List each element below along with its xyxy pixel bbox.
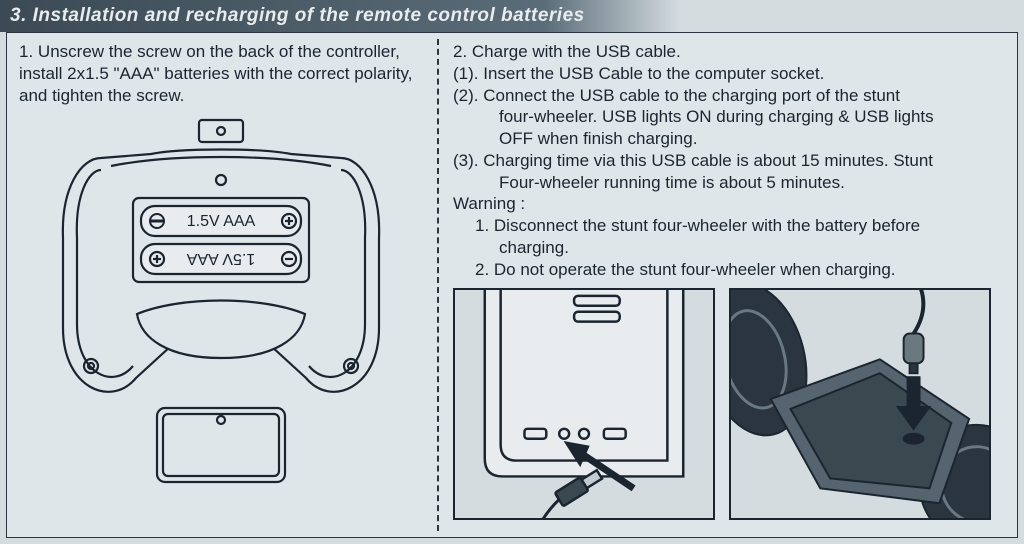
content-frame: 1. Unscrew the screw on the back of the … bbox=[6, 32, 1018, 538]
substep-2c: OFF when finish charging. bbox=[453, 128, 1007, 150]
battery-bottom-label: 1.5V AAA bbox=[186, 250, 255, 267]
warn-2: 2. Do not operate the stunt four-wheeler… bbox=[453, 259, 1007, 281]
controller-diagram: 1.5V AAA 1.5V AAA bbox=[41, 118, 401, 498]
car-diagram-box bbox=[729, 288, 991, 520]
step2-line: 2. Charge with the USB cable. bbox=[453, 41, 1007, 63]
step1-body: Unscrew the screw on the back of the con… bbox=[19, 42, 412, 105]
battery-top-label: 1.5V AAA bbox=[187, 213, 256, 230]
substep-3a: (3). Charging time via this USB cable is… bbox=[453, 150, 1007, 172]
substep-3b: Four-wheeler running time is about 5 min… bbox=[453, 172, 1007, 194]
warning-heading: Warning : bbox=[453, 193, 1007, 215]
diagram-row bbox=[453, 288, 1007, 520]
substep-1: (1). Insert the USB Cable to the compute… bbox=[453, 63, 1007, 85]
substep-2b: four-wheeler. USB lights ON during charg… bbox=[453, 106, 1007, 128]
usb-diagram bbox=[455, 289, 713, 519]
section-title: 3. Installation and recharging of the re… bbox=[0, 0, 680, 32]
warn-1b: charging. bbox=[453, 237, 1007, 259]
step1-text: 1. Unscrew the screw on the back of the … bbox=[19, 41, 423, 106]
step1-number: 1. bbox=[19, 42, 33, 61]
section-header: 3. Installation and recharging of the re… bbox=[0, 0, 1024, 32]
car-diagram bbox=[731, 289, 989, 519]
usb-diagram-box bbox=[453, 288, 715, 520]
warn-1a: 1. Disconnect the stunt four-wheeler wit… bbox=[453, 215, 1007, 237]
substep-2a: (2). Connect the USB cable to the chargi… bbox=[453, 85, 1007, 107]
left-column: 1. Unscrew the screw on the back of the … bbox=[7, 33, 437, 537]
right-column: 2. Charge with the USB cable. (1). Inser… bbox=[439, 33, 1017, 537]
